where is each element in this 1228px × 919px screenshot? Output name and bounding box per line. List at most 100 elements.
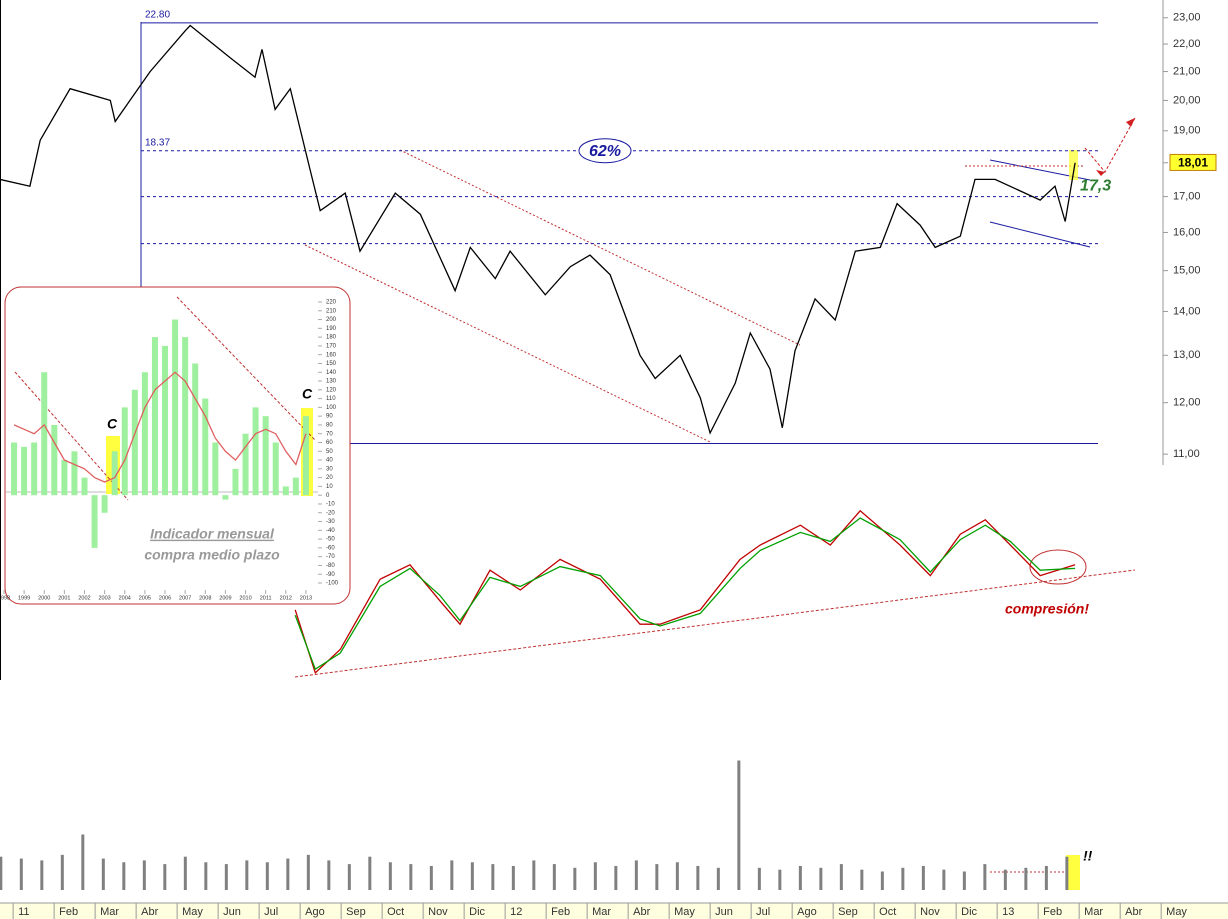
volume-bar: [347, 864, 351, 890]
inset-bar: [282, 486, 289, 496]
compression-circle: [1029, 549, 1087, 585]
inset-y-tick-label: -90: [326, 572, 335, 578]
inset-bar: [182, 337, 189, 496]
inset-y-tick-label: 50: [326, 449, 333, 455]
axes: 23,0022,0021,0020,0019,0018,0017,0016,00…: [12, 0, 1217, 919]
inset-y-tick-label: -10: [326, 502, 335, 508]
channel-line: [399, 149, 801, 346]
volume-bar: [183, 856, 187, 890]
x-tick-label: Abr: [141, 906, 158, 918]
volume-bar: [573, 867, 577, 890]
x-tick-label: 11: [18, 906, 29, 918]
x-tick-label: Jul: [756, 906, 770, 918]
y-tick-label: 21,00: [1173, 65, 1201, 77]
annotation: !!: [1083, 848, 1093, 864]
inset-bar: [262, 416, 269, 496]
inset-x-tick-label: 2010: [239, 595, 251, 601]
inset-bar: [141, 372, 148, 496]
inset-annotation: C: [302, 386, 313, 402]
x-tick-label: Jul: [264, 906, 278, 918]
inset-x-tick-label: 2011: [260, 595, 272, 601]
y-tick-label: 22,00: [1173, 38, 1201, 50]
inset-y-tick-label: 190: [326, 326, 337, 332]
volume-bar: [245, 860, 249, 890]
volume-bar: [778, 869, 782, 890]
inset-y-tick-label: 150: [326, 361, 337, 367]
inset-bar: [222, 495, 229, 500]
y-tick-label: 12,00: [1173, 397, 1201, 409]
y-tick-label: 15,00: [1173, 265, 1201, 277]
inset-y-tick-label: 40: [326, 458, 333, 464]
inset-bar: [31, 442, 38, 496]
inset-bar: [61, 460, 68, 496]
volume-bar: [265, 862, 269, 890]
wedge-line: [989, 221, 1091, 248]
inset-y-tick-label: -30: [326, 519, 335, 525]
volume-bar: [60, 854, 64, 890]
x-tick-label: May: [674, 906, 695, 918]
inset-bar: [111, 451, 118, 496]
x-tick-label: Oct: [879, 906, 896, 918]
inset-bar: [131, 389, 138, 496]
volume-bar: [962, 871, 966, 890]
inset-y-tick-label: 70: [326, 431, 333, 437]
inset-y-tick-label: 140: [326, 370, 337, 376]
inset-caption: compra medio plazo: [144, 547, 280, 563]
inset-bar: [192, 363, 199, 496]
volume-bar: [819, 867, 823, 890]
volume-bar: [880, 871, 884, 890]
inset-y-tick-label: 170: [326, 343, 337, 349]
last-price-label: 18,01: [1178, 156, 1208, 170]
oscillator-panel: compresión!: [294, 509, 1136, 678]
inset-x-tick-label: 2003: [99, 595, 111, 601]
volume-bar: [409, 864, 413, 890]
highlight: [1066, 855, 1080, 890]
x-tick-label: 12: [510, 906, 522, 918]
inset-line: [13, 371, 307, 483]
volume-bar: [368, 856, 372, 890]
highlight: [1069, 150, 1078, 180]
inset-panel: 2202102001901801701601501401301201101009…: [0, 286, 351, 605]
volume-bar: [470, 862, 474, 890]
inset-y-tick-label: -40: [326, 528, 335, 534]
volume-bar: [142, 860, 146, 890]
volume-bar: [901, 867, 905, 890]
inset-bar: [71, 451, 78, 496]
inset-y-tick-label: 160: [326, 352, 337, 358]
x-tick-label: 13: [1002, 906, 1014, 918]
y-tick-label: 11,00: [1173, 448, 1200, 460]
inset-y-tick-label: -70: [326, 554, 335, 560]
inset-x-tick-label: 2013: [300, 595, 312, 601]
inset-y-tick-label: 30: [326, 466, 333, 472]
inset-y-tick-label: 220: [326, 300, 337, 306]
x-tick-label: Mar: [100, 906, 119, 918]
volume-bar: [942, 869, 946, 890]
inset-y-tick-label: 130: [326, 379, 337, 385]
inset-bar: [242, 433, 249, 496]
x-axis-band: [0, 903, 1228, 919]
y-tick-label: 23,00: [1173, 12, 1201, 24]
inset-y-tick-label: -80: [326, 563, 335, 569]
inset-y-tick-label: -100: [326, 581, 339, 587]
volume-bar: [450, 860, 454, 890]
volume-bar: [204, 862, 208, 890]
volume-bar: [860, 869, 864, 890]
x-tick-label: Mar: [1084, 906, 1103, 918]
volume-bar: [675, 862, 679, 890]
x-tick-label: Sep: [346, 906, 366, 918]
inset-x-tick-label: 2000: [38, 595, 50, 601]
inset-y-tick-label: 90: [326, 414, 333, 420]
inset-bar: [212, 442, 219, 496]
volume-bar: [921, 865, 925, 890]
x-tick-label: Sep: [838, 906, 858, 918]
x-tick-label: Abr: [1125, 906, 1142, 918]
x-tick-label: Feb: [59, 906, 78, 918]
inset-bar: [51, 424, 58, 496]
inset-x-tick-label: 2012: [280, 595, 292, 601]
arrow-head: [1096, 170, 1105, 176]
inset-bar: [21, 446, 28, 496]
x-tick-label: Nov: [428, 906, 448, 918]
volume-bar: [491, 864, 495, 890]
projection-arrow: [1084, 117, 1136, 173]
